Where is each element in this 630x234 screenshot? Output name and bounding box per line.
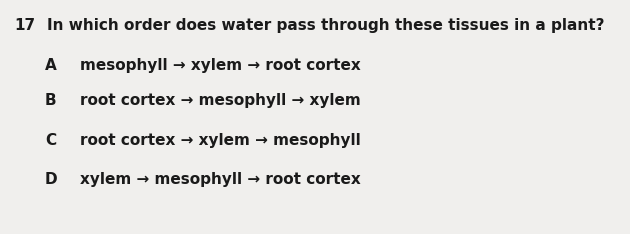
Text: 17: 17 [14,18,35,33]
Text: A: A [45,58,57,73]
Text: mesophyll → xylem → root cortex: mesophyll → xylem → root cortex [80,58,361,73]
Text: In which order does water pass through these tissues in a plant?: In which order does water pass through t… [47,18,605,33]
Text: B: B [45,93,57,108]
Text: xylem → mesophyll → root cortex: xylem → mesophyll → root cortex [80,172,361,187]
Text: C: C [45,133,56,148]
Text: root cortex → xylem → mesophyll: root cortex → xylem → mesophyll [80,133,361,148]
Text: D: D [45,172,57,187]
Text: root cortex → mesophyll → xylem: root cortex → mesophyll → xylem [80,93,361,108]
